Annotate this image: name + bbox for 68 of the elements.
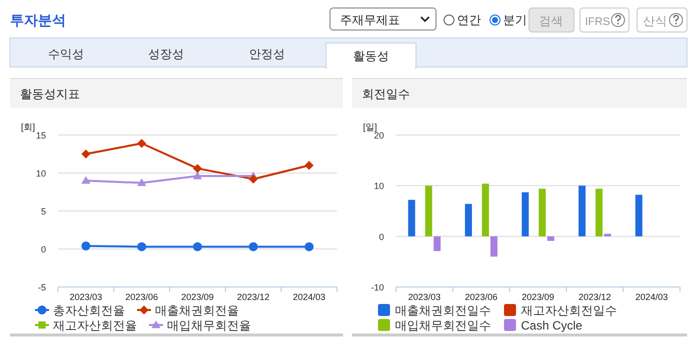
- text: 산식: [643, 14, 667, 28]
- point: [248, 242, 258, 252]
- point: [137, 242, 146, 252]
- y-tick-label: 15: [36, 130, 46, 140]
- point: [248, 174, 258, 184]
- y-tick-label: 0: [378, 232, 384, 242]
- text: 안정성: [249, 47, 285, 61]
- bar: [408, 200, 416, 236]
- text: 주재무제표: [340, 13, 400, 27]
- point: [137, 178, 146, 186]
- bar: [578, 186, 586, 236]
- text: 성장성: [148, 47, 184, 61]
- point: [304, 160, 314, 170]
- bar: [596, 188, 603, 236]
- point: [193, 172, 202, 180]
- text: 검색: [539, 14, 563, 28]
- bar: [434, 236, 441, 252]
- chart-title: 활동성지표: [20, 87, 80, 101]
- y-tick-label: 20: [374, 130, 384, 140]
- y-tick-label: -10: [370, 282, 384, 292]
- point: [304, 242, 314, 252]
- bar: [522, 192, 529, 236]
- y-tick-label: 10: [36, 168, 46, 178]
- text: 분기: [503, 13, 527, 27]
- bar: [635, 194, 642, 236]
- legend-label: 재고자산회전일수: [521, 304, 617, 318]
- bar: [464, 204, 472, 236]
- x-tick-label: 2023/09: [522, 292, 554, 302]
- x-tick-label: 2024/03: [292, 292, 326, 302]
- legend-label: 매입채무회전일수: [395, 318, 491, 332]
- x-tick-label: 2023/12: [578, 292, 612, 302]
- chart-title: 회전일수: [362, 87, 410, 101]
- text: IFRS: [585, 16, 610, 28]
- legend-label: 총자산회전율: [53, 304, 125, 318]
- legend-label: Cash Cycle: [521, 318, 583, 332]
- point: [137, 138, 146, 148]
- x-tick-label: 2023/06: [125, 292, 158, 302]
- point: [81, 176, 90, 184]
- y-axis-title: [일]: [363, 122, 378, 132]
- text: 연간: [457, 13, 481, 27]
- bar: [538, 188, 546, 236]
- text: 수익성: [48, 47, 84, 61]
- text: 투자분석: [10, 12, 66, 28]
- y-tick-label: 5: [40, 206, 46, 216]
- legend-label: 매출채권회전율: [155, 304, 239, 318]
- bar: [604, 234, 612, 236]
- y-tick-label: 10: [374, 181, 384, 192]
- legend-label: 매출채권회전일수: [395, 304, 491, 318]
- y-tick-label: 0: [40, 244, 46, 254]
- bar: [490, 236, 498, 257]
- text: 활동성: [353, 49, 389, 63]
- bar: [547, 236, 554, 241]
- legend-label: 매입채무회전율: [167, 318, 251, 332]
- point: [193, 164, 202, 173]
- x-tick-label: 2023/06: [464, 292, 498, 302]
- bar: [482, 184, 489, 236]
- point: [81, 241, 90, 250]
- legend-label: 재고자산회전율: [53, 318, 137, 332]
- y-axis-title: [회]: [21, 122, 36, 132]
- x-tick-label: 2023/03: [408, 292, 441, 302]
- point: [193, 242, 202, 252]
- x-tick-label: 2023/03: [70, 292, 102, 302]
- x-tick-label: 2023/12: [237, 292, 270, 302]
- y-tick-label: -5: [38, 282, 46, 292]
- x-tick-label: 2024/03: [635, 292, 668, 302]
- bar: [425, 186, 432, 236]
- point: [81, 150, 90, 158]
- x-tick-label: 2023/09: [181, 292, 214, 302]
